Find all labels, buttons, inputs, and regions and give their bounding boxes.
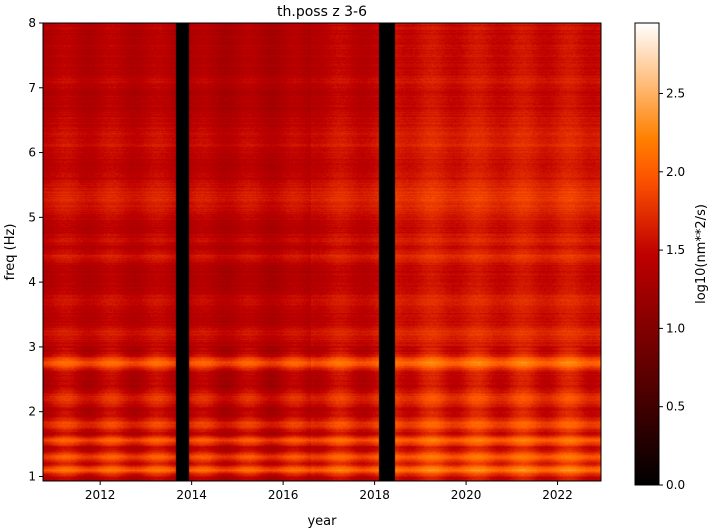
x-tick-label: 2020 — [451, 488, 482, 502]
colorbar: 0.0 0.5 1.0 1.5 2.0 2.5 log10(nm**2/s) — [634, 22, 709, 492]
x-axis-label: year — [307, 514, 337, 529]
y-tick-label: 1 — [28, 469, 36, 483]
colorbar-label: log10(nm**2/s) — [694, 204, 709, 304]
x-tick-label: 2012 — [85, 488, 116, 502]
y-tick-label: 6 — [28, 146, 36, 160]
x-tick-label: 2016 — [268, 488, 299, 502]
colorbar-tick-label: 0.0 — [666, 478, 685, 492]
colorbar-gradient — [634, 22, 660, 486]
y-tick-label: 8 — [28, 16, 36, 30]
y-tick-label: 2 — [28, 405, 36, 419]
x-tick-label: 2018 — [359, 488, 390, 502]
colorbar-tick-label: 0.5 — [666, 400, 685, 414]
colorbar-axis: 0.0 0.5 1.0 1.5 2.0 2.5 — [659, 86, 685, 492]
plot-frame — [42, 22, 602, 482]
y-tick-label: 3 — [28, 340, 36, 354]
colorbar-tick-label: 1.0 — [666, 321, 685, 335]
colorbar-tick-label: 1.5 — [666, 243, 685, 257]
y-axis-label: freq (Hz) — [3, 224, 18, 281]
chart-title: th.poss z 3-6 — [277, 4, 367, 20]
y-tick-label: 4 — [28, 275, 36, 289]
y-tick-label: 5 — [28, 210, 36, 224]
colorbar-tick-label: 2.0 — [666, 165, 685, 179]
colorbar-tick-label: 2.5 — [666, 86, 685, 100]
heatmap-canvas — [43, 23, 601, 481]
x-tick-label: 2022 — [542, 488, 573, 502]
x-tick-label: 2014 — [176, 488, 207, 502]
heatmap-plot — [42, 22, 602, 482]
y-tick-label: 7 — [28, 81, 36, 95]
y-axis: 1 2 3 4 5 6 7 8 — [28, 16, 43, 483]
x-axis: 2012 2014 2016 2018 2020 2022 — [85, 481, 573, 502]
